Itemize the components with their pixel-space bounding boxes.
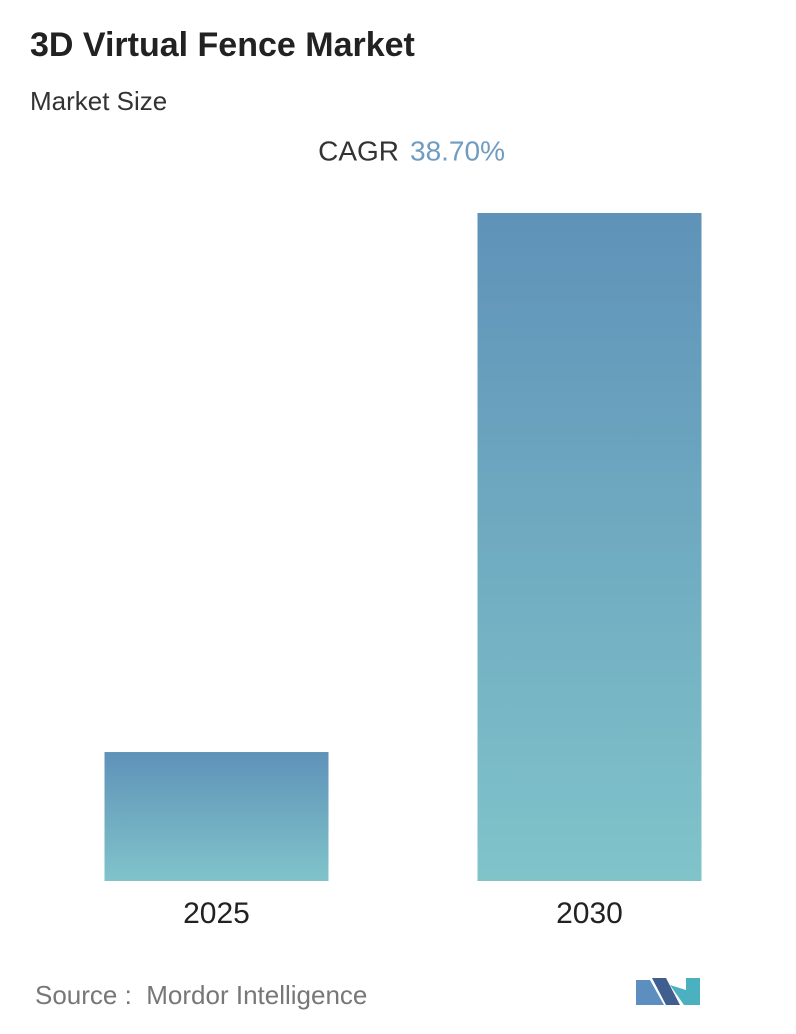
chart-subtitle: Market Size (30, 86, 167, 116)
cagr-value: 38.70% (410, 135, 505, 166)
x-tick-label: 2030 (556, 897, 623, 930)
cagr-label: CAGR (318, 135, 399, 166)
bar (477, 213, 702, 881)
logo (636, 978, 700, 1005)
source: Source : Mordor Intelligence (35, 980, 367, 1010)
bar (104, 752, 329, 881)
chart-title: 3D Virtual Fence Market (30, 26, 415, 64)
x-tick-label: 2025 (183, 897, 250, 930)
